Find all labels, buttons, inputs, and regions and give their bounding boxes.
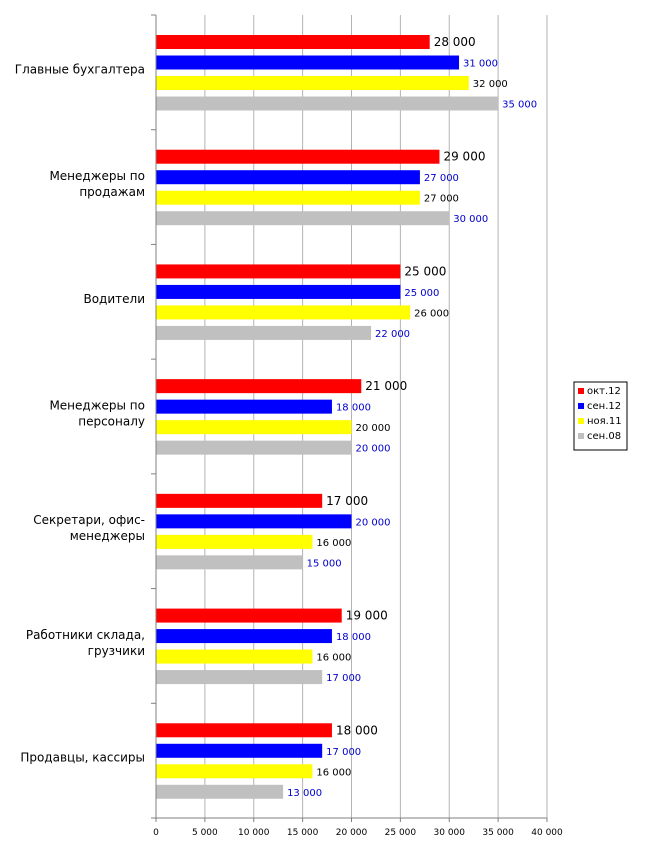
bar	[156, 534, 313, 549]
bar	[156, 149, 440, 164]
category-label: Секретари, офис-менеджеры	[33, 513, 145, 543]
bar	[156, 514, 352, 529]
x-tick-label: 20 000	[336, 828, 368, 838]
bar	[156, 555, 303, 570]
data-label: 18 000	[336, 403, 371, 414]
bar	[156, 305, 411, 320]
bar	[156, 170, 420, 185]
x-tick-label: 10 000	[238, 828, 270, 838]
data-label: 16 000	[316, 653, 351, 664]
data-label: 20 000	[356, 423, 391, 434]
x-tick-label: 35 000	[482, 828, 514, 838]
legend: окт.12 сен.12 ноя.11 сен.08	[573, 381, 628, 451]
bar	[156, 670, 323, 685]
bar	[156, 723, 332, 738]
data-label: 18 000	[336, 723, 378, 737]
bar	[156, 608, 342, 623]
data-label: 26 000	[414, 308, 449, 319]
legend-swatch	[578, 433, 584, 439]
legend-swatch	[578, 418, 584, 424]
category-label: Работники склада, грузчики	[26, 628, 145, 658]
bar	[156, 76, 469, 90]
data-label: 28 000	[434, 35, 476, 49]
bar	[156, 96, 499, 111]
x-tick-label: 25 000	[385, 828, 417, 838]
category-label: Главные бухгалтера	[15, 62, 145, 76]
bar	[156, 784, 284, 799]
bar	[156, 284, 401, 299]
category-labels-group: Главные бухгалтера Менеджеры по продажам Во…	[15, 62, 145, 764]
value-labels-group: 28 000 31 000 32 000 35 000 29 000 27 000 27 0…	[287, 35, 537, 799]
data-label: 21 000	[365, 379, 407, 393]
x-tick-label: 0	[153, 828, 159, 838]
data-label: 15 000	[307, 558, 342, 569]
bars-group	[156, 35, 499, 799]
grid-lines	[204, 15, 548, 818]
data-label: 17 000	[326, 747, 361, 758]
bar	[156, 190, 420, 205]
bar	[156, 440, 352, 455]
bar	[156, 420, 352, 435]
data-label: 20 000	[356, 517, 391, 528]
bar	[156, 35, 430, 49]
bar	[156, 379, 362, 394]
data-label: 20 000	[356, 444, 391, 455]
bar	[156, 743, 323, 758]
bar	[156, 764, 313, 779]
category-label: Менеджеры по персоналу	[49, 399, 145, 429]
data-label: 22 000	[375, 329, 410, 340]
bar	[156, 211, 450, 226]
bar	[156, 649, 313, 664]
data-label: 30 000	[453, 214, 488, 225]
data-label: 17 000	[326, 673, 361, 684]
tick-labels-group: 0 5 000 10 000 15 000 20 000 25 000 30 000 35 0…	[153, 828, 563, 838]
data-label: 35 000	[502, 100, 537, 111]
legend-swatch	[578, 403, 584, 409]
legend-label: окт.12	[587, 386, 621, 397]
x-tick-label: 40 000	[531, 828, 563, 838]
category-label: Продавцы, кассиры	[20, 751, 145, 765]
data-label: 13 000	[287, 788, 322, 799]
bar	[156, 55, 460, 70]
legend-label: ноя.11	[587, 416, 622, 427]
x-tick-label: 5 000	[192, 828, 218, 838]
legend-label: сен.12	[587, 401, 621, 412]
axes-group	[151, 14, 548, 822]
data-label: 29 000	[443, 150, 485, 164]
data-label: 19 000	[346, 609, 388, 623]
x-tick-label: 30 000	[434, 828, 466, 838]
category-label: Водители	[83, 292, 145, 306]
data-label: 25 000	[404, 264, 446, 278]
legend-swatch	[578, 388, 584, 394]
data-label: 17 000	[326, 494, 368, 508]
data-label: 18 000	[336, 632, 371, 643]
data-label: 27 000	[424, 194, 459, 205]
bar	[156, 399, 332, 414]
category-label: Менеджеры по продажам	[49, 169, 145, 199]
data-label: 32 000	[473, 79, 508, 90]
bar	[156, 264, 401, 279]
data-label: 16 000	[316, 538, 351, 549]
bar	[156, 629, 332, 644]
data-label: 27 000	[424, 173, 459, 184]
data-label: 16 000	[316, 767, 351, 778]
bar	[156, 325, 372, 340]
data-label: 25 000	[404, 288, 439, 299]
x-tick-label: 15 000	[287, 828, 319, 838]
legend-label: сен.08	[587, 431, 621, 442]
data-label: 31 000	[463, 59, 498, 70]
bar	[156, 493, 323, 508]
